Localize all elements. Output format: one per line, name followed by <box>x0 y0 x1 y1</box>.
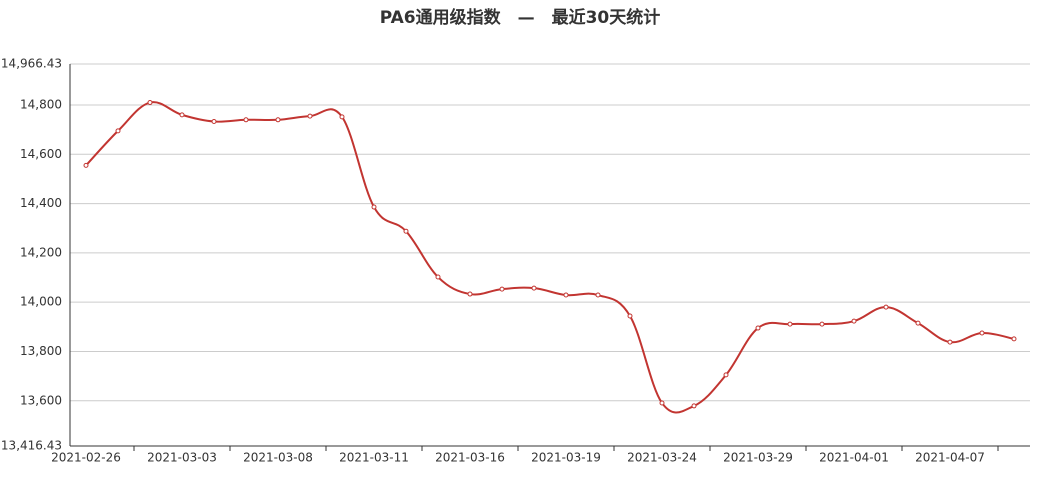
y-tick-label: 14,200 <box>20 245 62 259</box>
x-tick-label: 2021-02-26 <box>51 451 121 465</box>
point <box>339 114 345 120</box>
point <box>435 274 441 280</box>
point <box>723 372 729 378</box>
point <box>787 321 793 327</box>
x-tick-label: 2021-03-19 <box>531 451 601 465</box>
x-tick-label: 2021-03-11 <box>339 451 409 465</box>
point <box>595 292 601 298</box>
point <box>531 285 537 291</box>
point <box>947 339 953 345</box>
point <box>883 304 889 310</box>
point <box>275 117 281 123</box>
point <box>211 119 217 125</box>
point <box>179 112 185 118</box>
point <box>851 318 857 324</box>
x-tick-label: 2021-04-07 <box>915 451 985 465</box>
y-tick-label: 14,600 <box>20 147 62 161</box>
x-tick-label: 2021-03-03 <box>147 451 217 465</box>
x-tick-label: 2021-03-16 <box>435 451 505 465</box>
point <box>243 117 249 123</box>
chart-title: PA6通用级指数 — 最近30天统计 <box>380 7 661 28</box>
point <box>691 403 697 409</box>
point <box>307 113 313 119</box>
point <box>819 321 825 327</box>
y-tick-label: 13,416.43 <box>1 439 62 453</box>
point <box>83 162 89 168</box>
y-tick-label: 13,800 <box>20 344 62 358</box>
point <box>371 204 377 210</box>
point <box>659 400 665 406</box>
point <box>467 291 473 297</box>
point <box>915 320 921 326</box>
x-tick-label: 2021-04-01 <box>819 451 889 465</box>
point <box>403 228 409 234</box>
point <box>755 325 761 331</box>
y-tick-label: 14,966.43 <box>1 57 62 71</box>
y-tick-label: 13,600 <box>20 393 62 407</box>
point <box>1011 336 1017 342</box>
y-tick-label: 14,800 <box>20 98 62 112</box>
point <box>563 292 569 298</box>
y-tick-label: 14,000 <box>20 295 62 309</box>
line <box>85 101 1015 414</box>
point <box>499 286 505 292</box>
x-tick-label: 2021-03-29 <box>723 451 793 465</box>
y-tick-label: 14,400 <box>20 196 62 210</box>
x-tick-label: 2021-03-24 <box>627 451 697 465</box>
point <box>115 128 121 134</box>
x-tick-label: 2021-03-08 <box>243 451 313 465</box>
point <box>979 330 985 336</box>
point <box>147 100 153 106</box>
point <box>627 313 633 319</box>
